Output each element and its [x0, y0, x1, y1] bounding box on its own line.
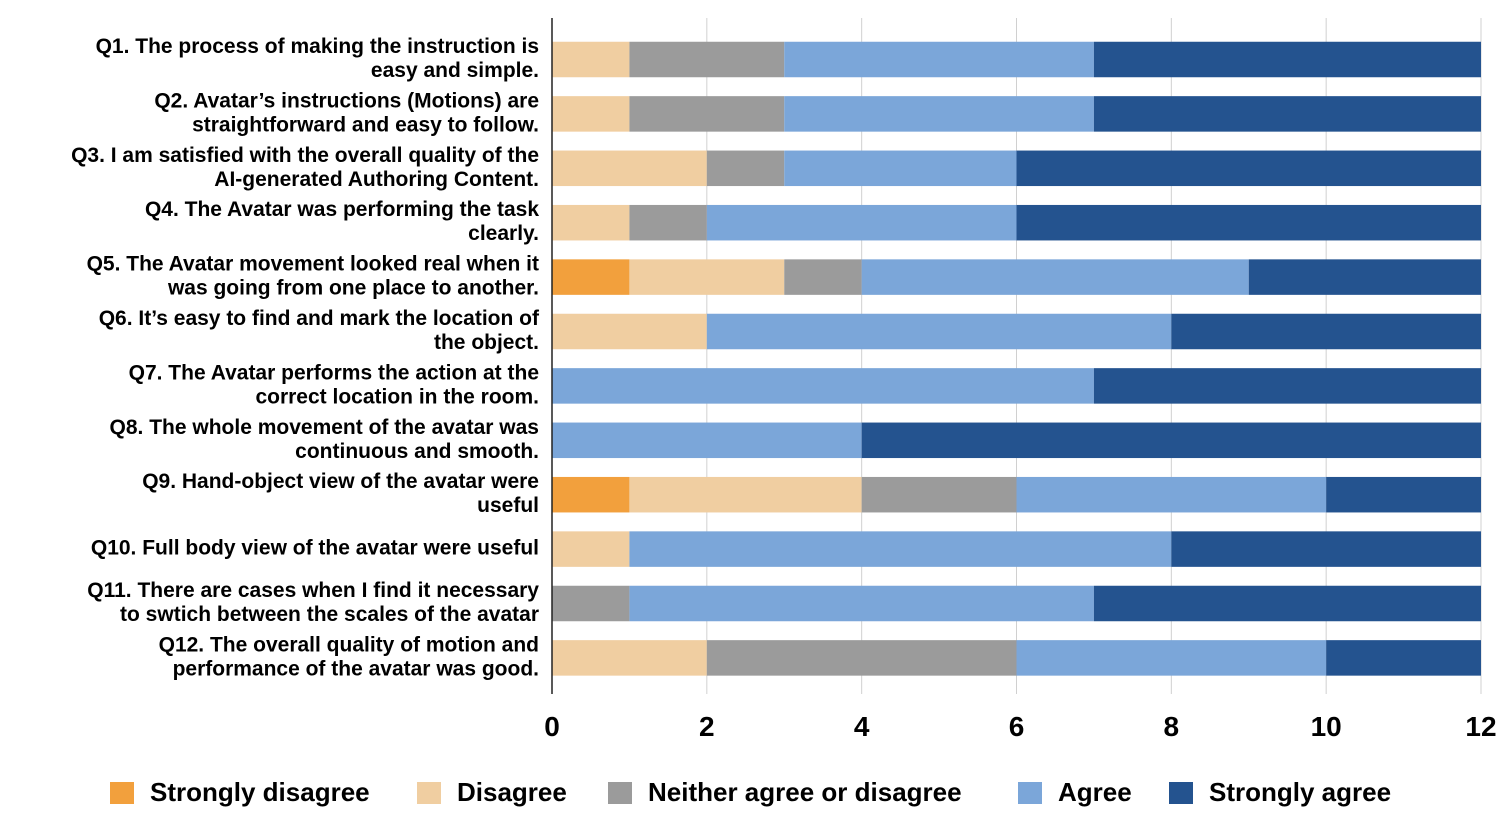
category-label: Q1. The process of making the instructio… [96, 35, 539, 58]
bar-segment-strongly-agree [1093, 41, 1481, 78]
bar-segment-neither-agree-or-disagree [706, 150, 785, 187]
legend-swatch [608, 782, 632, 804]
bar-segment-agree [706, 204, 1017, 241]
bar-segment-strongly-agree [1171, 313, 1481, 350]
category-label: clearly. [468, 222, 539, 245]
x-tick-label: 2 [699, 711, 715, 742]
bar-segment-disagree [552, 204, 630, 241]
category-label: to swtich between the scales of the avat… [120, 603, 539, 626]
category-label: AI-generated Authoring Content. [214, 168, 539, 191]
bar-segment-neither-agree-or-disagree [552, 585, 630, 622]
legend-label: Agree [1058, 777, 1132, 807]
bar-segment-strongly-agree [1093, 585, 1481, 622]
legend-label: Neither agree or disagree [648, 777, 962, 807]
bar-segment-agree [552, 422, 862, 459]
x-tick-labels: 0 2 4 6 8 10 12 [544, 711, 1496, 742]
x-tick-label: 12 [1465, 711, 1496, 742]
category-label: Q2. Avatar’s instructions (Motions) are [154, 89, 539, 112]
legend-swatch [1018, 782, 1042, 804]
category-label: Q12. The overall quality of motion and [159, 633, 539, 656]
legend-swatch [110, 782, 134, 804]
bar-segment-disagree [629, 476, 862, 513]
bar-segment-disagree [552, 41, 630, 78]
legend-swatch [417, 782, 441, 804]
bar-segment-strongly-agree [1326, 640, 1481, 676]
category-label: Q10. Full body view of the avatar were u… [91, 537, 539, 560]
bar-segment-disagree [552, 96, 630, 132]
bar-segment-agree [552, 368, 1094, 404]
bar-segment-strongly-agree [1016, 204, 1481, 241]
bar-segment-disagree [552, 313, 707, 350]
bar-segment-neither-agree-or-disagree [706, 640, 1017, 676]
bars [552, 41, 1481, 676]
legend-label: Disagree [457, 777, 567, 807]
category-label: Q7. The Avatar performs the action at th… [129, 361, 539, 384]
category-label: Q6. It’s easy to find and mark the locat… [99, 307, 540, 330]
bar-segment-agree [629, 585, 1094, 622]
bar-segment-neither-agree-or-disagree [629, 41, 785, 78]
bar-segment-agree [861, 259, 1249, 295]
x-tick-label: 4 [854, 711, 870, 742]
category-label: Q3. I am satisfied with the overall qual… [71, 144, 539, 167]
legend-label: Strongly agree [1209, 777, 1391, 807]
x-tick-label: 8 [1164, 711, 1180, 742]
bar-segment-agree [784, 96, 1094, 132]
category-label: the object. [434, 331, 539, 354]
x-tick-label: 0 [544, 711, 560, 742]
bar-segment-neither-agree-or-disagree [784, 259, 862, 295]
bar-segment-strongly-agree [1248, 259, 1481, 295]
category-label: Q4. The Avatar was performing the task [145, 198, 539, 221]
bar-segment-strongly-agree [1093, 368, 1481, 404]
bar-segment-agree [1016, 476, 1327, 513]
bar-segment-strongly-agree [861, 422, 1481, 459]
bar-segment-strongly-agree [1016, 150, 1481, 187]
category-label: correct location in the room. [255, 385, 539, 408]
legend: Strongly disagree Disagree Neither agree o… [110, 777, 1391, 807]
bar-segment-strongly-disagree [552, 476, 630, 513]
category-label: Q8. The whole movement of the avatar was [110, 416, 539, 439]
bar-segment-neither-agree-or-disagree [629, 204, 707, 241]
bar-segment-strongly-agree [1171, 531, 1481, 567]
bar-segment-agree [629, 531, 1172, 567]
category-label: useful [477, 494, 539, 517]
category-label: Q5. The Avatar movement looked real when… [87, 253, 539, 276]
bar-segment-disagree [552, 531, 630, 567]
category-labels: Q1. The process of making the instructio… [71, 35, 540, 680]
bar-segment-strongly-disagree [552, 259, 630, 295]
bar-segment-agree [784, 41, 1094, 78]
bar-segment-strongly-agree [1326, 476, 1481, 513]
category-label: performance of the avatar was good. [173, 657, 539, 680]
bar-segment-strongly-agree [1093, 96, 1481, 132]
bar-segment-disagree [552, 150, 707, 187]
category-label: straightforward and easy to follow. [192, 113, 539, 136]
category-label: Q9. Hand-object view of the avatar were [142, 470, 539, 493]
bar-segment-neither-agree-or-disagree [861, 476, 1017, 513]
x-tick-label: 6 [1009, 711, 1025, 742]
legend-swatch [1169, 782, 1193, 804]
bar-segment-disagree [552, 640, 707, 676]
category-label: continuous and smooth. [295, 440, 539, 463]
x-tick-label: 10 [1311, 711, 1342, 742]
category-label: was going from one place to another. [167, 277, 539, 300]
category-label: Q11. There are cases when I find it nece… [87, 579, 539, 602]
bar-segment-agree [784, 150, 1017, 187]
legend-label: Strongly disagree [150, 777, 370, 807]
bar-segment-agree [706, 313, 1172, 350]
bar-segment-disagree [629, 259, 785, 295]
bar-segment-neither-agree-or-disagree [629, 96, 785, 132]
bar-segment-agree [1016, 640, 1327, 676]
category-label: easy and simple. [371, 59, 539, 82]
